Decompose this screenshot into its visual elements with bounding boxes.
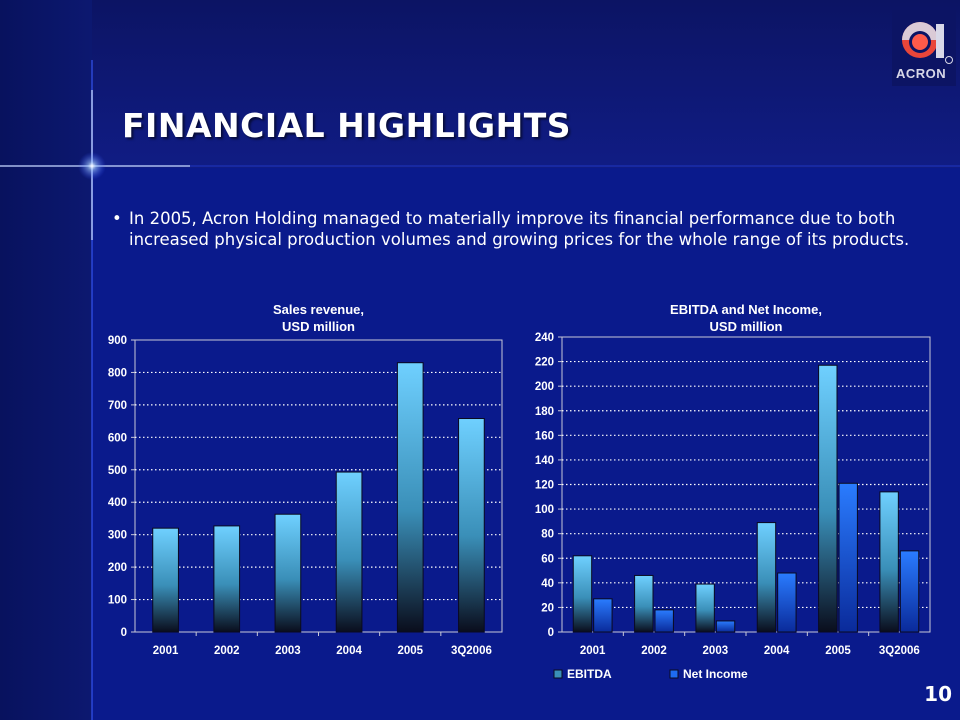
y-tick-label: 0 xyxy=(548,627,554,639)
x-tick-label: 2005 xyxy=(397,645,423,657)
chart-title-line: USD million xyxy=(710,319,783,334)
bar-ebitda xyxy=(634,574,654,633)
y-tick-label: 100 xyxy=(108,595,127,607)
x-tick-label: 2001 xyxy=(580,645,606,657)
y-tick-label: 180 xyxy=(535,406,554,418)
bar-sales-revenue xyxy=(458,418,485,633)
bar-net-income xyxy=(838,482,858,633)
y-tick-label: 100 xyxy=(535,504,554,516)
bar-ebitda xyxy=(572,555,593,633)
bar-ebitda xyxy=(695,583,715,633)
y-tick-label: 400 xyxy=(108,497,127,509)
y-tick-label: 220 xyxy=(535,357,554,369)
x-tick-label: 2004 xyxy=(764,645,790,657)
y-tick-label: 200 xyxy=(535,381,554,393)
chart-title-line: EBITDA and Net Income, xyxy=(670,302,822,317)
bar-sales-revenue xyxy=(335,471,363,633)
bar-ebitda xyxy=(756,522,777,633)
y-tick-label: 160 xyxy=(535,430,554,442)
svg-text:ACRON: ACRON xyxy=(896,66,946,81)
x-tick-label: 2003 xyxy=(703,645,729,657)
legend-swatch xyxy=(553,669,563,679)
x-tick-label: 2002 xyxy=(641,645,667,657)
bar-ebitda xyxy=(818,364,838,633)
bullet-text: In 2005, Acron Holding managed to materi… xyxy=(129,209,910,249)
y-tick-label: 240 xyxy=(535,332,554,344)
bar-net-income xyxy=(715,620,736,633)
x-tick-label: 2005 xyxy=(825,645,851,657)
page-number: 10 xyxy=(924,682,952,706)
bar-net-income xyxy=(654,609,674,633)
bar-sales-revenue xyxy=(213,525,241,633)
y-tick-label: 200 xyxy=(108,562,127,574)
y-tick-label: 120 xyxy=(535,480,554,492)
y-tick-label: 900 xyxy=(108,335,127,347)
y-tick-label: 700 xyxy=(108,400,127,412)
x-tick-label: 2001 xyxy=(153,645,179,657)
x-tick-label: 3Q2006 xyxy=(451,645,492,657)
legend-label: Net Income xyxy=(683,667,748,681)
x-tick-label: 2004 xyxy=(336,645,362,657)
slide-title: FINANCIAL HIGHLIGHTS xyxy=(122,106,572,145)
y-tick-label: 500 xyxy=(108,465,127,477)
chart-title-line: Sales revenue, xyxy=(273,302,364,317)
chart-title-line: USD million xyxy=(282,319,355,334)
bullet-icon: • xyxy=(112,209,122,228)
x-tick-label: 3Q2006 xyxy=(879,645,920,657)
legend-swatch xyxy=(669,669,679,679)
y-tick-label: 300 xyxy=(108,530,127,542)
y-tick-label: 40 xyxy=(541,578,554,590)
bar-sales-revenue xyxy=(152,527,179,633)
y-tick-label: 80 xyxy=(541,529,554,541)
bar-sales-revenue xyxy=(274,513,302,633)
y-tick-label: 600 xyxy=(108,432,127,444)
legend-label: EBITDA xyxy=(567,667,612,681)
y-tick-label: 0 xyxy=(121,627,127,639)
bullet-list-item: • In 2005, Acron Holding managed to mate… xyxy=(112,208,912,250)
bar-net-income xyxy=(899,550,920,633)
bar-sales-revenue xyxy=(396,362,424,633)
y-tick-label: 60 xyxy=(541,553,554,565)
y-tick-label: 800 xyxy=(108,367,127,379)
y-tick-label: 20 xyxy=(541,602,554,614)
x-tick-label: 2003 xyxy=(275,645,301,657)
bar-ebitda xyxy=(879,491,899,633)
acron-logo: ACRON xyxy=(892,10,956,86)
bar-net-income xyxy=(777,572,797,633)
x-tick-label: 2002 xyxy=(214,645,240,657)
y-tick-label: 140 xyxy=(535,455,554,467)
bar-net-income xyxy=(593,598,613,633)
